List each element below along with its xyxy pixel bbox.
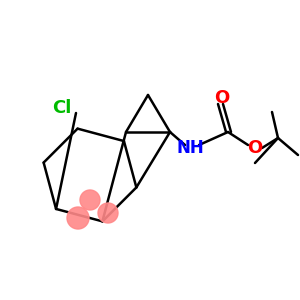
Text: Cl: Cl	[52, 99, 72, 117]
Text: NH: NH	[176, 139, 204, 157]
Text: O: O	[214, 89, 230, 107]
Circle shape	[98, 203, 118, 223]
Circle shape	[80, 190, 100, 210]
Circle shape	[67, 207, 89, 229]
Text: O: O	[248, 139, 262, 157]
